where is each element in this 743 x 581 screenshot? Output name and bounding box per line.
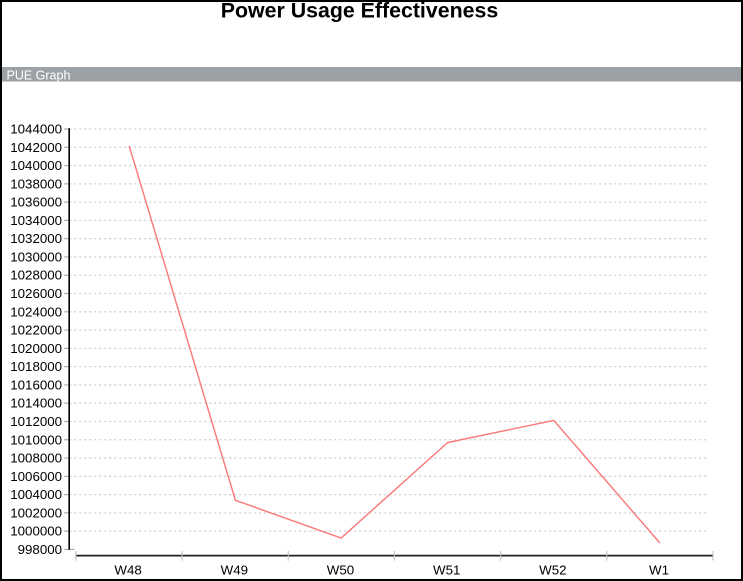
- svg-text:1004000: 1004000: [10, 487, 62, 502]
- svg-text:1000000: 1000000: [10, 524, 62, 539]
- svg-text:W48: W48: [114, 562, 141, 577]
- svg-text:W52: W52: [539, 562, 566, 577]
- svg-text:1008000: 1008000: [10, 451, 62, 466]
- svg-text:PUE Graph: PUE Graph: [7, 69, 71, 83]
- svg-text:W50: W50: [327, 562, 354, 577]
- svg-text:1026000: 1026000: [10, 286, 62, 301]
- svg-text:1022000: 1022000: [10, 323, 62, 338]
- svg-text:Power Usage Effectiveness: Power Usage Effectiveness: [221, 0, 498, 22]
- svg-text:W1: W1: [649, 562, 669, 577]
- svg-text:1006000: 1006000: [10, 469, 62, 484]
- svg-text:W51: W51: [433, 562, 460, 577]
- svg-text:1016000: 1016000: [10, 377, 62, 392]
- svg-text:998000: 998000: [18, 542, 62, 557]
- svg-text:1024000: 1024000: [10, 304, 62, 319]
- svg-text:1028000: 1028000: [10, 268, 62, 283]
- svg-text:1036000: 1036000: [10, 195, 62, 210]
- svg-text:1042000: 1042000: [10, 140, 62, 155]
- svg-text:1010000: 1010000: [10, 432, 62, 447]
- svg-text:1012000: 1012000: [10, 414, 62, 429]
- svg-text:W49: W49: [221, 562, 248, 577]
- svg-text:1014000: 1014000: [10, 396, 62, 411]
- svg-text:1032000: 1032000: [10, 231, 62, 246]
- svg-text:1002000: 1002000: [10, 505, 62, 520]
- svg-text:1034000: 1034000: [10, 213, 62, 228]
- svg-text:1030000: 1030000: [10, 249, 62, 264]
- svg-text:1040000: 1040000: [10, 158, 62, 173]
- svg-text:1020000: 1020000: [10, 341, 62, 356]
- svg-text:1018000: 1018000: [10, 359, 62, 374]
- svg-text:1038000: 1038000: [10, 176, 62, 191]
- svg-text:1044000: 1044000: [10, 122, 62, 137]
